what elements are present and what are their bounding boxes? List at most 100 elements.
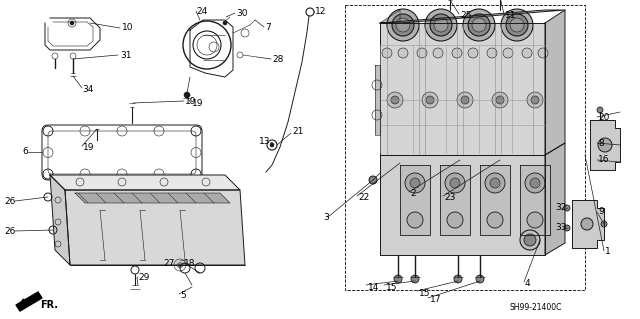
Circle shape — [525, 173, 545, 193]
Circle shape — [564, 225, 570, 231]
Text: 10: 10 — [122, 24, 134, 33]
Circle shape — [522, 48, 532, 58]
Circle shape — [564, 205, 570, 211]
Circle shape — [485, 173, 505, 193]
Bar — [345, 5, 585, 290]
Circle shape — [530, 178, 540, 188]
Circle shape — [387, 92, 403, 108]
Text: 14: 14 — [368, 283, 380, 292]
Polygon shape — [16, 292, 42, 311]
Text: 34: 34 — [82, 85, 93, 94]
Text: 21: 21 — [292, 128, 303, 137]
Circle shape — [527, 212, 543, 228]
Circle shape — [524, 234, 536, 246]
Text: 2: 2 — [410, 189, 415, 197]
Polygon shape — [50, 175, 240, 190]
Circle shape — [454, 275, 462, 283]
Circle shape — [369, 176, 377, 184]
Circle shape — [434, 18, 448, 32]
Circle shape — [597, 107, 603, 113]
Polygon shape — [380, 155, 545, 255]
Circle shape — [531, 96, 539, 104]
Circle shape — [430, 14, 452, 36]
Text: 13: 13 — [259, 137, 270, 146]
Text: 18: 18 — [184, 259, 195, 269]
Polygon shape — [380, 10, 565, 23]
Polygon shape — [520, 165, 550, 235]
Circle shape — [538, 48, 548, 58]
Circle shape — [461, 96, 469, 104]
Text: 7: 7 — [265, 24, 271, 33]
Text: 5: 5 — [180, 291, 186, 300]
Circle shape — [472, 18, 486, 32]
Text: 29: 29 — [138, 273, 149, 283]
Text: 20: 20 — [598, 114, 609, 122]
Text: 25: 25 — [460, 11, 472, 19]
Text: 6: 6 — [22, 147, 28, 157]
Circle shape — [601, 221, 607, 227]
Text: 19: 19 — [192, 100, 204, 108]
Circle shape — [463, 9, 495, 41]
Text: 4: 4 — [525, 278, 531, 287]
Circle shape — [527, 92, 543, 108]
Polygon shape — [572, 200, 604, 248]
Circle shape — [476, 275, 484, 283]
Text: 9: 9 — [598, 207, 604, 217]
Text: SH99-21400C: SH99-21400C — [510, 302, 563, 311]
Text: FR.: FR. — [40, 300, 58, 310]
Circle shape — [598, 138, 612, 152]
Text: 32: 32 — [556, 204, 567, 212]
Circle shape — [405, 173, 425, 193]
Polygon shape — [50, 175, 70, 265]
Circle shape — [398, 48, 408, 58]
Circle shape — [410, 178, 420, 188]
Circle shape — [510, 18, 524, 32]
Text: 22: 22 — [358, 192, 369, 202]
Text: 15: 15 — [419, 288, 431, 298]
Polygon shape — [65, 190, 245, 265]
Circle shape — [452, 48, 462, 58]
Polygon shape — [400, 165, 430, 235]
Circle shape — [177, 262, 183, 268]
Text: 33: 33 — [556, 224, 567, 233]
Text: 17: 17 — [430, 295, 442, 305]
Circle shape — [468, 14, 490, 36]
Text: 3: 3 — [323, 213, 329, 222]
Circle shape — [457, 92, 473, 108]
Polygon shape — [75, 193, 230, 203]
Circle shape — [487, 212, 503, 228]
Circle shape — [392, 14, 414, 36]
Circle shape — [382, 48, 392, 58]
Circle shape — [407, 212, 423, 228]
Circle shape — [387, 9, 419, 41]
Circle shape — [417, 48, 427, 58]
Text: 16: 16 — [598, 155, 609, 165]
Polygon shape — [440, 165, 470, 235]
Circle shape — [396, 18, 410, 32]
Circle shape — [270, 143, 274, 147]
Text: 1: 1 — [605, 248, 611, 256]
Circle shape — [490, 178, 500, 188]
Text: 27: 27 — [163, 259, 174, 269]
Text: 19: 19 — [185, 98, 196, 107]
Polygon shape — [545, 10, 565, 155]
Text: 23: 23 — [444, 192, 456, 202]
Text: 24: 24 — [196, 8, 207, 17]
Circle shape — [503, 48, 513, 58]
Circle shape — [501, 9, 533, 41]
Circle shape — [223, 21, 227, 25]
Text: 15: 15 — [386, 283, 397, 292]
Polygon shape — [590, 120, 620, 170]
Text: 8: 8 — [598, 138, 604, 147]
Text: 19: 19 — [83, 143, 95, 152]
Text: 28: 28 — [272, 56, 284, 64]
Circle shape — [487, 48, 497, 58]
Circle shape — [468, 48, 478, 58]
Circle shape — [496, 96, 504, 104]
Text: 30: 30 — [236, 10, 248, 19]
Circle shape — [445, 173, 465, 193]
Circle shape — [426, 96, 434, 104]
Circle shape — [450, 178, 460, 188]
Polygon shape — [380, 23, 545, 155]
Circle shape — [492, 92, 508, 108]
